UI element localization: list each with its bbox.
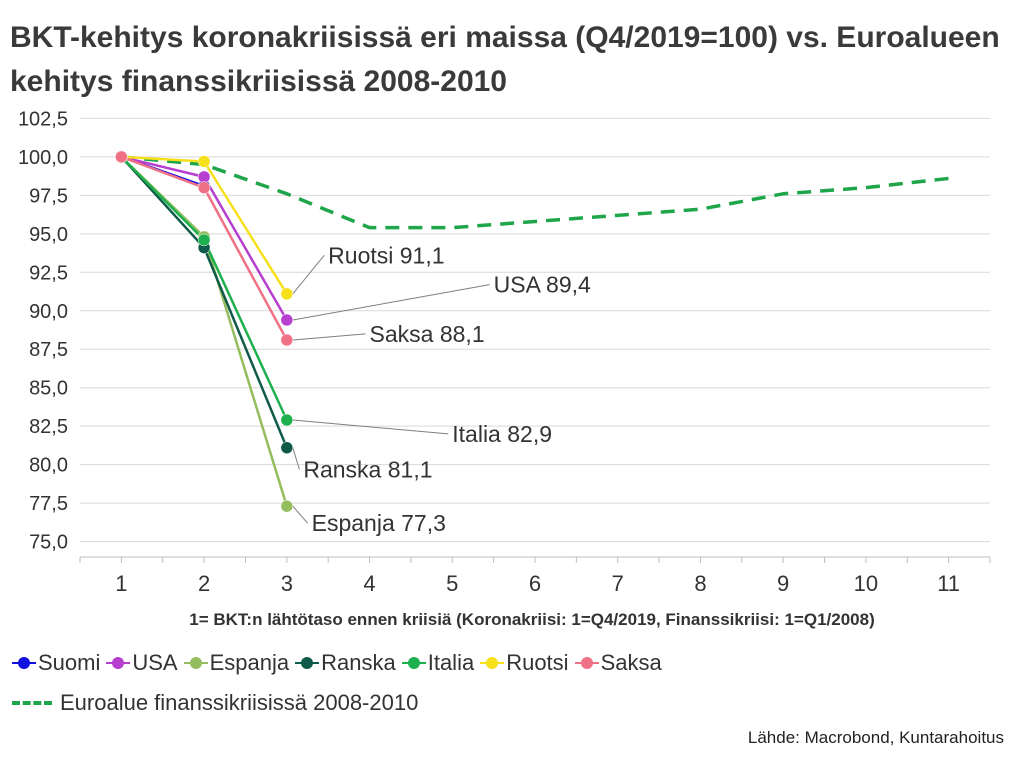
legend-label: Euroalue finanssikriisissä 2008-2010 [60, 690, 419, 715]
x-tick-label: 4 [363, 571, 375, 596]
annotation-label: USA 89,4 [494, 272, 591, 298]
x-tick-label: 9 [777, 571, 789, 596]
data-point-usa [280, 313, 294, 327]
annotation-leader [292, 255, 325, 295]
annotation-label: Italia 82,9 [452, 421, 552, 447]
source-note: Lähde: Macrobond, Kuntarahoitus [747, 728, 1004, 747]
y-tick-label: 90,0 [29, 301, 68, 323]
data-point-usa [197, 170, 211, 184]
axes: 75,0 77,5 80,0 82,5 85,0 87,5 90,0 92,5 95,0 97,5… [18, 108, 991, 596]
x-tick-label: 10 [854, 571, 878, 596]
x-axis-title: 1= BKT:n lähtötaso ennen kriisiä (Korona… [189, 610, 874, 629]
legend-dot-marker [295, 656, 320, 670]
x-tick-label: 11 [937, 571, 960, 596]
legend-label: Suomi [38, 650, 101, 675]
x-tick-label: 2 [198, 571, 210, 596]
legend-dot-marker [401, 656, 426, 670]
y-tick-label: 85,0 [29, 378, 68, 400]
chart-title: BKT-kehitys koronakriisissä eri maissa (… [10, 21, 1000, 98]
data-point-ruotsi [280, 287, 294, 301]
y-tick-label: 100,0 [18, 147, 68, 169]
y-tick-label: 82,5 [29, 416, 68, 438]
legend-item-ranska: Ranska [295, 650, 396, 676]
legend-dash-marker [12, 701, 52, 705]
y-tick-label: 80,0 [29, 455, 68, 477]
legend-item-suomi: Suomi [12, 650, 100, 676]
y-tick-label: 95,0 [29, 224, 68, 246]
legend-item-italia: Italia [401, 650, 475, 676]
series-line-italia [120, 155, 288, 421]
annotation-leaders [292, 255, 490, 524]
legend-dot-marker [480, 656, 505, 670]
annotation-leader [292, 333, 366, 341]
annotation-leader [292, 419, 449, 435]
legend-label: Espanja [209, 650, 290, 675]
legend-dot-marker [183, 656, 208, 670]
data-point-saksa [280, 333, 294, 347]
x-tick-label: 7 [612, 571, 624, 596]
x-tick-label: 3 [281, 571, 293, 596]
data-point-saksa [115, 150, 128, 164]
data-point-italia [197, 233, 211, 247]
x-tick-label: 1 [115, 571, 127, 596]
annotation-label: Saksa 88,1 [370, 321, 485, 347]
series-line-ranska [120, 156, 288, 449]
y-tick-label: 102,5 [18, 108, 68, 130]
legend: Suomi USA Espanja Ranska Italia Ruotsi Saksa [12, 650, 668, 676]
legend-item-espanja: Espanja [183, 650, 290, 676]
y-tick-label: 77,5 [29, 493, 68, 515]
y-tick-label: 87,5 [29, 339, 68, 361]
data-point-ruotsi [197, 155, 211, 168]
y-tick-label: 92,5 [29, 262, 68, 284]
data-point-espanja [280, 499, 294, 513]
legend-label: Ranska [321, 650, 396, 675]
legend-label: Saksa [600, 650, 662, 675]
x-tick-label: 5 [446, 571, 458, 596]
legend-label: Italia [427, 650, 475, 675]
legend-item-saksa: Saksa [574, 650, 662, 676]
y-tick-label: 75,0 [29, 532, 68, 554]
annotation-label: Espanja 77,3 [312, 510, 446, 536]
annotation-label: Ranska 81,1 [303, 456, 432, 482]
annotation-labels: Ruotsi 91,1 USA 89,4 Saksa 88,1 Italia 82,9… [303, 242, 591, 536]
legend-secondary: Euroalue finanssikriisissä 2008-2010 [12, 690, 424, 716]
legend-dot-marker [106, 656, 131, 670]
annotation-leader [292, 284, 490, 321]
series [115, 150, 949, 513]
legend-item-ruotsi: Ruotsi [480, 650, 569, 676]
annotation-label: Ruotsi 91,1 [328, 242, 444, 268]
legend-label: Ruotsi [506, 650, 569, 675]
annotation-leader [292, 447, 300, 470]
legend-item-usa: USA [106, 650, 178, 676]
series-line-espanja [120, 155, 289, 507]
data-point-italia [280, 413, 294, 427]
x-tick-label: 6 [529, 571, 541, 596]
x-tick-label: 8 [694, 571, 706, 596]
legend-dot-marker [12, 656, 36, 670]
legend-dot-marker [574, 656, 599, 670]
y-tick-label: 97,5 [29, 185, 68, 207]
data-point-saksa [197, 181, 211, 194]
grid [80, 117, 990, 543]
legend-label: USA [132, 650, 178, 675]
data-point-ranska [280, 441, 294, 454]
legend-item-euroalue: Euroalue finanssikriisissä 2008-2010 [12, 690, 418, 716]
annotation-leader [292, 505, 309, 524]
series-line-euroalue [121, 155, 949, 230]
